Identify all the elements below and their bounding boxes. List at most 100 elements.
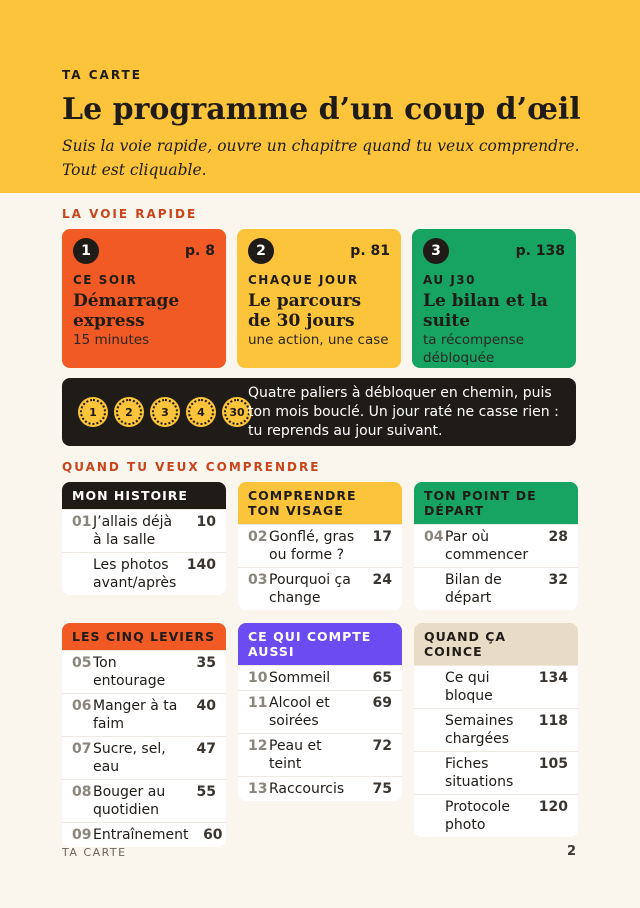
- entry-label: Protocole photo: [445, 799, 511, 833]
- section-heading: QUAND TU VEUX COMPRENDRE: [62, 460, 321, 474]
- step-title: Démarrage express: [73, 291, 180, 331]
- entry-label: Fiches situations: [445, 756, 514, 790]
- entry-page: 35: [196, 655, 216, 671]
- chapter-card: COMPRENDRE TON VISAGE 02 Gonflé, gras ou f…: [238, 482, 402, 610]
- entry-number: 05: [72, 655, 92, 671]
- entry-label: Entraînement: [93, 827, 189, 843]
- chapter-title[interactable]: COMPRENDRE TON VISAGE: [238, 482, 402, 524]
- chapter-entry[interactable]: Fiches situations 105: [414, 751, 578, 794]
- entry-page: 10: [196, 514, 216, 530]
- chapter-entry[interactable]: 03 Pourquoi ça change 24: [238, 567, 402, 610]
- entry-number: 08: [72, 784, 92, 800]
- step-when: CE SOIR: [73, 273, 138, 287]
- chapter-card: TON POINT DE DÉPART 04 Par où commencer 28 B…: [414, 482, 578, 610]
- entry-page: 118: [538, 713, 568, 729]
- entry-label: Bouger au quotidien: [93, 784, 166, 818]
- chapter-entry[interactable]: Protocole photo 120: [414, 794, 578, 837]
- step-page: p. 8: [185, 243, 215, 259]
- step-card[interactable]: 1 p. 8 CE SOIR Démarrage express 15 minutes: [62, 229, 226, 368]
- chapter-entry[interactable]: Ce qui bloque 134: [414, 665, 578, 708]
- entry-number: 01: [72, 514, 92, 530]
- entry-label: Ce qui bloque: [445, 670, 493, 704]
- step-number: 3: [423, 238, 449, 264]
- entry-number: 09: [72, 827, 92, 843]
- step-page: p. 81: [350, 243, 390, 259]
- chapter-entry[interactable]: 05 Ton entourage 35: [62, 650, 226, 693]
- entry-number-space: [424, 798, 445, 834]
- entry-page: 134: [538, 670, 568, 686]
- entry-number-space: [72, 556, 93, 592]
- entry-number: 06: [72, 698, 92, 714]
- entry-label: Raccourcis: [269, 781, 345, 797]
- entry-number: 03: [248, 572, 268, 588]
- step-page: p. 138: [515, 243, 565, 259]
- entry-number-space: [424, 669, 445, 705]
- entry-label: Pourquoi ça change: [269, 572, 351, 606]
- chapter-entry[interactable]: 13 Raccourcis 75: [238, 776, 402, 801]
- header-band: TA CARTE Le programme d’un coup d’œil Su…: [0, 0, 640, 193]
- step-when: CHAQUE JOUR: [248, 273, 359, 287]
- chapter-title[interactable]: QUAND ÇA COINCE: [414, 623, 578, 665]
- entry-label: Par où commencer: [445, 529, 529, 563]
- chapter-entry[interactable]: 06 Manger à ta faim 40: [62, 693, 226, 736]
- entry-number: 11: [248, 695, 268, 711]
- subtitle: Suis la voie rapide, ouvre un chapitre q…: [62, 137, 580, 179]
- badge: 2: [116, 399, 142, 425]
- footer-label: TA CARTE: [62, 846, 127, 859]
- entry-number: 07: [72, 741, 92, 757]
- entry-number: 10: [248, 670, 268, 686]
- milestones-text: Quatre paliers à débloquer en chemin, pu…: [248, 385, 559, 439]
- entry-label: Sommeil: [269, 670, 331, 686]
- step-title: Le parcours de 30 jours: [248, 291, 362, 331]
- chapter-entry[interactable]: 10 Sommeil 65: [238, 665, 402, 690]
- chapter-card: LES CINQ LEVIERS 05 Ton entourage 35 06 Mange…: [62, 623, 226, 847]
- chapter-entry[interactable]: 11 Alcool et soirées 69: [238, 690, 402, 733]
- step-card[interactable]: 2 p. 81 CHAQUE JOUR Le parcours de 30 jours…: [237, 229, 401, 368]
- step-top: 3 p. 138: [423, 238, 565, 264]
- badge: 4: [188, 399, 214, 425]
- entry-label: Manger à ta faim: [93, 698, 178, 732]
- entry-page: 24: [372, 572, 392, 588]
- entry-page: 28: [548, 529, 568, 545]
- badge: 30: [224, 399, 250, 425]
- chapter-card: MON HISTOIRE 01 J’allais déjà à la salle 10…: [62, 482, 226, 595]
- chapter-entry[interactable]: 04 Par où commencer 28: [414, 524, 578, 567]
- chapter-entry[interactable]: Semaines chargées 118: [414, 708, 578, 751]
- chapter-entry[interactable]: 02 Gonflé, gras ou forme ? 17: [238, 524, 402, 567]
- entry-page: 47: [196, 741, 216, 757]
- step-card[interactable]: 3 p. 138 AU J30 Le bilan et la suite ta réco…: [412, 229, 576, 368]
- title: Le programme d’un coup d’œil: [62, 92, 581, 127]
- entry-page: 120: [538, 799, 568, 815]
- chapter-entry[interactable]: 09 Entraînement 60: [62, 822, 226, 847]
- chapter-title[interactable]: CE QUI COMPTE AUSSI: [238, 623, 402, 665]
- badge: 1: [80, 399, 106, 425]
- milestones: 1 2 3 4 30 Quatre paliers à débloquer en che…: [62, 378, 576, 446]
- entry-label: Ton entourage: [93, 655, 166, 689]
- chapter-entry[interactable]: 01 J’allais déjà à la salle 10: [62, 509, 226, 552]
- chapter-entry[interactable]: 08 Bouger au quotidien 55: [62, 779, 226, 822]
- entry-number: 02: [248, 529, 268, 545]
- badge: 3: [152, 399, 178, 425]
- chapter-title[interactable]: LES CINQ LEVIERS: [62, 623, 226, 650]
- step-number: 2: [248, 238, 274, 264]
- step-when: AU J30: [423, 273, 477, 287]
- chapter-entry[interactable]: Bilan de départ 32: [414, 567, 578, 610]
- chapter-entry[interactable]: Les photos avant/après 140: [62, 552, 226, 595]
- entry-label: J’allais déjà à la salle: [93, 514, 173, 548]
- step-detail: 15 minutes: [73, 332, 150, 348]
- step-top: 1 p. 8: [73, 238, 215, 264]
- entry-page: 32: [548, 572, 568, 588]
- entry-number: 13: [248, 781, 268, 797]
- entry-label: Semaines chargées: [445, 713, 514, 747]
- chapter-title[interactable]: TON POINT DE DÉPART: [414, 482, 578, 524]
- entry-page: 65: [372, 670, 392, 686]
- entry-label: Bilan de départ: [445, 572, 502, 606]
- step-top: 2 p. 81: [248, 238, 390, 264]
- entry-number-space: [424, 755, 445, 791]
- chapter-title[interactable]: MON HISTOIRE: [62, 482, 226, 509]
- chapter-card: QUAND ÇA COINCE Ce qui bloque 134 Semaines …: [414, 623, 578, 837]
- chapter-entry[interactable]: 07 Sucre, sel, eau 47: [62, 736, 226, 779]
- chapter-entry[interactable]: 12 Peau et teint 72: [238, 733, 402, 776]
